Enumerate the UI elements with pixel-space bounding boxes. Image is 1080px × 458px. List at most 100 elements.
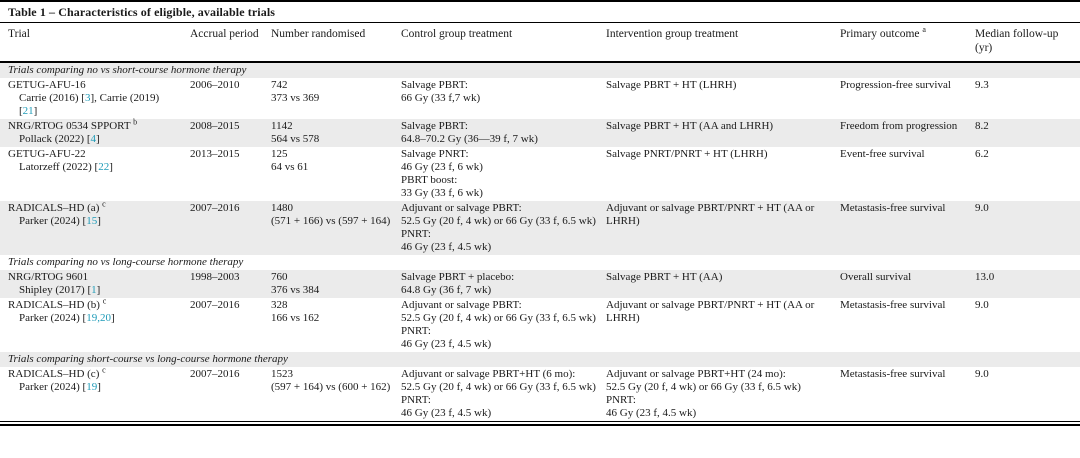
cell-intervention-treatment: Salvage PBRT + HT (AA and LHRH): [606, 119, 840, 147]
cell-line: Salvage PBRT:: [401, 120, 468, 132]
citation-link[interactable]: 4: [90, 133, 96, 145]
cell-number-randomised: 328 166 vs 162: [271, 298, 401, 352]
column-header-label: Median follow-up (yr): [975, 28, 1059, 54]
reference-text: Pollack (2022) [: [19, 133, 91, 145]
trial-reference: Parker (2024) [15]: [8, 215, 180, 228]
reference-text: ]: [97, 381, 101, 393]
cell-line: Salvage PBRT + placebo:: [401, 271, 515, 283]
column-header-control-group-treatment: Control group treatment: [401, 23, 606, 62]
cell-line: 52.5 Gy (20 f, 4 wk) or 66 Gy (33 f, 6.5…: [401, 381, 596, 393]
footnote-marker: c: [102, 296, 107, 306]
column-header-primary-outcome: Primary outcome a: [840, 23, 975, 62]
column-header-median-follow-up-yr: Median follow-up (yr): [975, 23, 1080, 62]
trial-row: NRG/RTOG 9601 Shipley (2017) [1] 1998–2003…: [0, 270, 1080, 298]
footnote-marker: b: [133, 117, 138, 127]
column-header-intervention-group-treatment: Intervention group treatment: [606, 23, 840, 62]
trials-table: Trial Accrual period Number randomised Cont…: [0, 23, 1080, 421]
trial-reference: Parker (2024) [19]: [8, 381, 180, 394]
cell-line: 46 Gy (23 f, 4.5 wk): [401, 241, 492, 253]
cell-intervention-treatment: Salvage PBRT + HT (LHRH): [606, 78, 840, 119]
cell-line: PBRT boost:: [401, 174, 458, 186]
reference-text: ]: [110, 312, 115, 324]
trial-name-label: RADICALS–HD (b): [8, 299, 100, 311]
column-header-label: Accrual period: [190, 28, 259, 40]
cell-number-randomised: 1142 564 vs 578: [271, 119, 401, 147]
cell-line: Salvage PNRT/PNRT + HT (LHRH): [606, 148, 768, 160]
cell-primary-outcome: Metastasis-free survival: [840, 202, 946, 214]
cell-line: 125: [271, 148, 288, 160]
cell-line: Salvage PBRT:: [401, 79, 468, 91]
cell-line: (571 + 166) vs (597 + 164): [271, 215, 391, 227]
trial-name-label: GETUG-AFU-16: [8, 79, 86, 91]
reference-text: ]: [95, 133, 100, 145]
cell-trial: RADICALS–HD (c) c Parker (2024) [19]: [0, 366, 190, 421]
trial-name-label: RADICALS–HD (c): [8, 368, 100, 380]
cell-accrual-period: 2013–2015: [190, 148, 240, 160]
cell-number-randomised: 760 376 vs 384: [271, 270, 401, 298]
cell-line: Salvage PNRT:: [401, 148, 469, 160]
trial-name: NRG/RTOG 9601: [8, 271, 180, 284]
trial-name-label: GETUG-AFU-22: [8, 148, 86, 160]
column-header-label: Primary outcome: [840, 28, 920, 40]
reference-text: ]: [97, 215, 101, 227]
cell-line: 66 Gy (33 f,7 wk): [401, 92, 481, 104]
table-title: Table 1 – Characteristics of eligible, a…: [0, 0, 1080, 23]
cell-line: Salvage PBRT + HT (AA): [606, 271, 723, 283]
cell-trial: RADICALS–HD (a) c Parker (2024) [15]: [0, 199, 190, 255]
section-heading: Trials comparing no vs short-course horm…: [8, 64, 247, 76]
citation-link[interactable]: 1: [91, 284, 97, 296]
cell-trial: NRG/RTOG 0534 SPPORT b Pollack (2022) [4]: [0, 117, 190, 147]
trial-reference: Parker (2024) [19,20]: [8, 312, 180, 325]
citation-link[interactable]: 19,20: [86, 312, 111, 324]
citation-link[interactable]: 21: [22, 105, 34, 117]
section-heading-row: Trials comparing no vs long-course hormo…: [0, 255, 1080, 270]
column-header-label: Trial: [8, 28, 30, 40]
cell-line: Adjuvant or salvage PBRT/PNRT + HT (AA o…: [606, 299, 815, 324]
cell-line: Adjuvant or salvage PBRT+HT (24 mo):: [606, 368, 786, 380]
trial-name: RADICALS–HD (c) c: [8, 366, 180, 381]
cell-median-followup: 13.0: [975, 271, 995, 283]
cell-line: 166 vs 162: [271, 312, 320, 324]
reference-text: ], Carrie (2019) [: [19, 92, 160, 117]
citation-link[interactable]: 22: [98, 161, 110, 173]
reference-text: ]: [33, 105, 38, 117]
cell-primary-outcome: Event-free survival: [840, 148, 925, 160]
trial-name-label: NRG/RTOG 9601: [8, 271, 89, 283]
cell-line: PNRT:: [401, 325, 431, 337]
cell-number-randomised: 742 373 vs 369: [271, 78, 401, 119]
citation-link[interactable]: 3: [84, 92, 91, 104]
trial-reference: Carrie (2016) [3], Carrie (2019) [21]: [8, 92, 180, 118]
cell-median-followup: 9.0: [975, 368, 989, 380]
cell-trial: RADICALS–HD (b) c Parker (2024) [19,20]: [0, 296, 190, 352]
cell-accrual-period: 2006–2010: [190, 79, 240, 91]
header-row: Trial Accrual period Number randomised Cont…: [0, 23, 1080, 62]
trial-name-label: RADICALS–HD (a): [8, 202, 100, 214]
cell-control-treatment: Adjuvant or salvage PBRT+HT (6 mo): 52.5 …: [401, 367, 606, 421]
cell-line: 52.5 Gy (20 f, 4 wk) or 66 Gy (33 f, 6.5…: [401, 312, 596, 324]
cell-line: 328: [271, 299, 288, 311]
cell-intervention-treatment: Adjuvant or salvage PBRT+HT (24 mo): 52.5…: [606, 367, 840, 421]
column-header-accrual-period: Accrual period: [190, 23, 271, 62]
reference-text: Parker (2024) [: [19, 312, 87, 324]
citation-link[interactable]: 15: [86, 215, 98, 227]
column-header-trial: Trial: [0, 23, 190, 62]
cell-line: 46 Gy (23 f, 4.5 wk): [606, 407, 697, 419]
trial-row: RADICALS–HD (c) c Parker (2024) [19] 2007–…: [0, 366, 1080, 421]
cell-line: PNRT:: [401, 228, 431, 240]
cell-line: 1523: [271, 368, 293, 380]
footnote-marker: c: [102, 199, 106, 209]
cell-primary-outcome: Progression-free survival: [840, 79, 951, 91]
cell-control-treatment: Salvage PNRT: 46 Gy (23 f, 6 wk) PBRT boos…: [401, 147, 606, 201]
reference-text: ]: [109, 161, 113, 173]
trial-row: GETUG-AFU-22 Latorzeff (2022) [22] 2013–20…: [0, 147, 1080, 201]
section-heading: Trials comparing short-course vs long-co…: [8, 353, 288, 365]
cell-line: 33 Gy (33 f, 6 wk): [401, 187, 483, 199]
cell-trial: NRG/RTOG 9601 Shipley (2017) [1]: [0, 270, 190, 298]
reference-text: Latorzeff (2022) [: [19, 161, 99, 173]
cell-number-randomised: 1480 (571 + 166) vs (597 + 164): [271, 201, 401, 255]
trial-name: GETUG-AFU-22: [8, 148, 180, 161]
trial-reference: Pollack (2022) [4]: [8, 133, 180, 146]
citation-link[interactable]: 19: [86, 381, 98, 393]
cell-line: 52.5 Gy (20 f, 4 wk) or 66 Gy (33 f, 6.5…: [401, 215, 596, 227]
